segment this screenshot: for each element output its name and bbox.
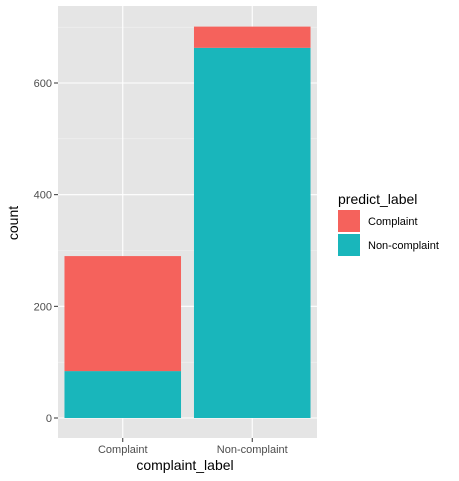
y-tick-label: 0: [46, 413, 52, 425]
y-tick-label: 200: [34, 301, 52, 313]
bar-non-complaint-non-complaint: [193, 47, 311, 418]
legend-label: Complaint: [368, 216, 418, 228]
x-axis-ticks: Complaint Non-complaint: [98, 438, 288, 456]
y-axis-title: count: [5, 206, 21, 240]
legend-label: Non-complaint: [368, 240, 439, 252]
legend: predict_label Complaint Non-complaint: [338, 191, 439, 256]
x-tick-label: Complaint: [98, 444, 148, 456]
legend-swatch: [338, 210, 360, 232]
x-tick-label: Non-complaint: [217, 444, 288, 456]
legend-title: predict_label: [338, 191, 417, 207]
bars: [64, 26, 311, 418]
bar-complaint-complaint: [64, 256, 182, 372]
y-tick-label: 400: [34, 190, 52, 202]
y-tick-label: 600: [34, 78, 52, 90]
x-axis-title: complaint_label: [136, 457, 233, 473]
bar-complaint-non-complaint: [64, 371, 182, 418]
legend-swatch: [338, 234, 360, 256]
bar-non-complaint-complaint: [193, 26, 311, 48]
legend-entries: Complaint Non-complaint: [338, 210, 439, 256]
y-axis-ticks: 0 200 400 600: [34, 78, 58, 425]
